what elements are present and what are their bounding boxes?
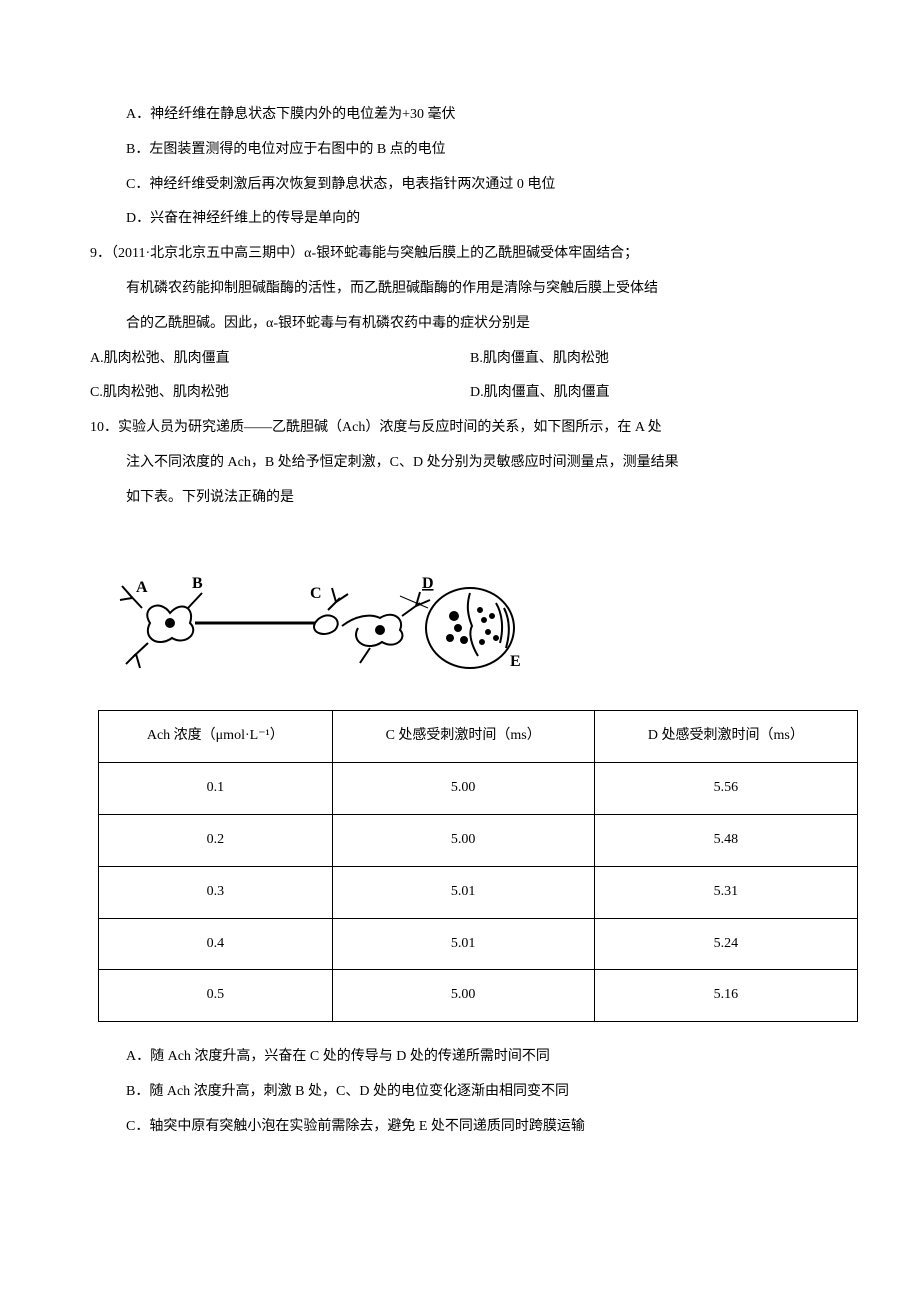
table-body: 0.15.005.560.25.005.480.35.015.310.45.01… <box>99 763 858 1022</box>
table-cell: 5.00 <box>332 814 594 866</box>
q8-option-b: B．左图装置测得的电位对应于右图中的 B 点的电位 <box>90 135 850 166</box>
q10-stem-line1: 10．实验人员为研究递质——乙酰胆碱（Ach）浓度与反应时间的关系，如下图所示，… <box>90 413 850 444</box>
q8-option-d: D．兴奋在神经纤维上的传导是单向的 <box>90 204 850 235</box>
ach-data-table: Ach 浓度（μmol·L⁻¹） C 处感受刺激时间（ms） D 处感受刺激时间… <box>98 710 858 1022</box>
neuron-synapse-diagram: A B C D E <box>110 538 530 678</box>
q9-option-a: A.肌肉松弛、肌肉僵直 <box>90 344 470 375</box>
q10-option-a: A．随 Ach 浓度升高，兴奋在 C 处的传导与 D 处的传递所需时间不同 <box>90 1042 850 1073</box>
q10-option-b: B．随 Ach 浓度升高，刺激 B 处，C、D 处的电位变化逐渐由相同变不同 <box>90 1077 850 1108</box>
table-cell: 5.48 <box>594 814 857 866</box>
q8-option-a: A．神经纤维在静息状态下膜内外的电位差为+30 毫伏 <box>90 100 850 131</box>
table-row: 0.35.015.31 <box>99 866 858 918</box>
table-cell: 0.5 <box>99 970 333 1022</box>
q10-option-c: C．轴突中原有突触小泡在实验前需除去，避免 E 处不同递质同时跨膜运输 <box>90 1112 850 1143</box>
q10-stem-line2: 注入不同浓度的 Ach，B 处给予恒定刺激，C、D 处分别为灵敏感应时间测量点，… <box>90 448 850 479</box>
table-row: 0.15.005.56 <box>99 763 858 815</box>
diagram-label-e: E <box>510 653 521 670</box>
table-row: 0.45.015.24 <box>99 918 858 970</box>
table-header-d-time: D 处感受刺激时间（ms） <box>594 711 857 763</box>
table-cell: 5.24 <box>594 918 857 970</box>
table-cell: 0.2 <box>99 814 333 866</box>
table-cell: 5.16 <box>594 970 857 1022</box>
table-header-conc: Ach 浓度（μmol·L⁻¹） <box>99 711 333 763</box>
table-cell: 0.1 <box>99 763 333 815</box>
q9-option-d: D.肌肉僵直、肌肉僵直 <box>470 378 850 409</box>
q9-option-c: C.肌肉松弛、肌肉松弛 <box>90 378 470 409</box>
diagram-label-b: B <box>192 575 203 592</box>
q8-option-c: C．神经纤维受刺激后再次恢复到静息状态，电表指针两次通过 0 电位 <box>90 170 850 201</box>
table-cell: 5.01 <box>332 918 594 970</box>
diagram-label-c: C <box>310 585 322 602</box>
table-row: 0.25.005.48 <box>99 814 858 866</box>
diagram-label-d: D <box>422 575 434 592</box>
q9-stem-line3: 合的乙酰胆碱。因此，α-银环蛇毒与有机磷农药中毒的症状分别是 <box>90 309 850 340</box>
table-cell: 5.31 <box>594 866 857 918</box>
q9-option-b: B.肌肉僵直、肌肉松弛 <box>470 344 850 375</box>
table-row: 0.55.005.16 <box>99 970 858 1022</box>
q9-stem-line1: 9．（2011·北京北京五中高三期中）α-银环蛇毒能与突触后膜上的乙酰胆碱受体牢… <box>90 239 850 270</box>
table-header-c-time: C 处感受刺激时间（ms） <box>332 711 594 763</box>
table-cell: 5.00 <box>332 763 594 815</box>
q10-stem-line3: 如下表。下列说法正确的是 <box>90 483 850 514</box>
table-cell: 5.01 <box>332 866 594 918</box>
q9-stem-line2: 有机磷农药能抑制胆碱酯酶的活性，而乙酰胆碱酯酶的作用是清除与突触后膜上受体结 <box>90 274 850 305</box>
table-cell: 0.4 <box>99 918 333 970</box>
table-cell: 0.3 <box>99 866 333 918</box>
table-cell: 5.00 <box>332 970 594 1022</box>
diagram-label-a: A <box>136 579 148 596</box>
table-cell: 5.56 <box>594 763 857 815</box>
